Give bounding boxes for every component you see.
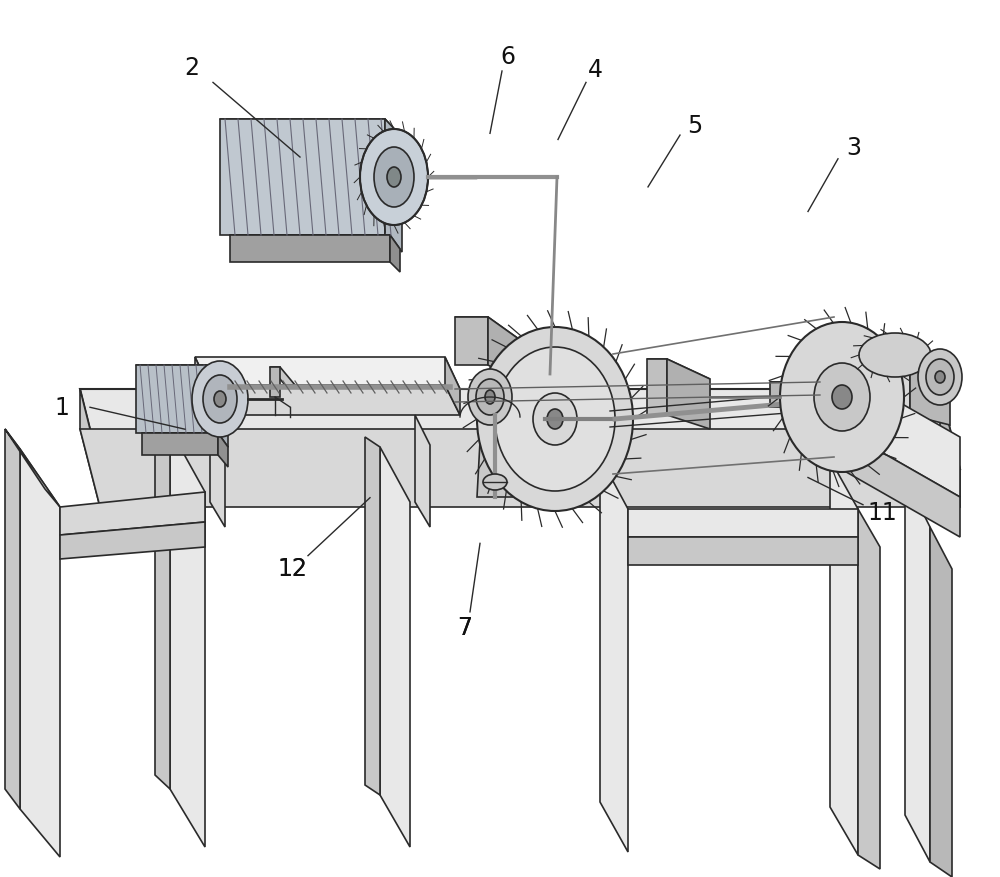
Ellipse shape [468, 369, 512, 425]
Polygon shape [488, 317, 530, 389]
Ellipse shape [533, 394, 577, 446]
Polygon shape [230, 236, 400, 250]
Polygon shape [195, 358, 210, 416]
Ellipse shape [859, 333, 931, 378]
Polygon shape [628, 510, 858, 538]
Polygon shape [830, 460, 858, 855]
Ellipse shape [926, 360, 954, 396]
Ellipse shape [495, 347, 615, 491]
Polygon shape [5, 430, 60, 508]
Polygon shape [80, 389, 100, 508]
Ellipse shape [477, 328, 633, 511]
Polygon shape [477, 424, 517, 497]
Polygon shape [80, 430, 960, 508]
Text: 7: 7 [458, 615, 473, 639]
Polygon shape [600, 458, 628, 852]
Text: 4: 4 [588, 58, 602, 82]
Ellipse shape [387, 168, 401, 188]
Polygon shape [210, 416, 225, 527]
Text: 11: 11 [867, 500, 897, 524]
Ellipse shape [483, 474, 507, 490]
Ellipse shape [214, 391, 226, 408]
Polygon shape [770, 382, 783, 408]
Polygon shape [142, 433, 228, 447]
Polygon shape [142, 433, 218, 455]
Polygon shape [195, 386, 460, 416]
Polygon shape [910, 358, 950, 425]
Polygon shape [20, 450, 60, 857]
Polygon shape [136, 366, 228, 381]
Polygon shape [905, 477, 930, 862]
Polygon shape [195, 358, 460, 389]
Polygon shape [667, 360, 710, 430]
Polygon shape [136, 366, 212, 433]
Text: 6: 6 [501, 45, 516, 69]
Polygon shape [820, 358, 910, 416]
Polygon shape [820, 358, 950, 389]
Ellipse shape [814, 364, 870, 431]
Polygon shape [365, 438, 380, 795]
Ellipse shape [192, 361, 248, 438]
Polygon shape [80, 389, 960, 469]
Polygon shape [770, 382, 820, 408]
Ellipse shape [780, 323, 904, 473]
Ellipse shape [203, 375, 237, 424]
Polygon shape [820, 358, 960, 497]
Polygon shape [212, 366, 228, 447]
Text: 5: 5 [687, 113, 703, 138]
Ellipse shape [832, 386, 852, 410]
Polygon shape [155, 416, 170, 789]
Ellipse shape [547, 410, 563, 430]
Text: 12: 12 [277, 556, 307, 581]
Polygon shape [60, 493, 205, 535]
Text: 2: 2 [185, 55, 200, 80]
Polygon shape [415, 416, 430, 527]
Text: 12: 12 [277, 556, 307, 581]
Ellipse shape [918, 350, 962, 405]
Polygon shape [170, 430, 205, 847]
Polygon shape [5, 430, 20, 809]
Text: 3: 3 [846, 135, 862, 160]
Polygon shape [218, 433, 228, 467]
Polygon shape [385, 120, 402, 253]
Polygon shape [930, 527, 952, 877]
Polygon shape [858, 510, 880, 869]
Polygon shape [230, 236, 390, 263]
Polygon shape [270, 367, 295, 386]
Ellipse shape [360, 130, 428, 225]
Polygon shape [455, 317, 530, 347]
Text: 7: 7 [458, 615, 473, 639]
Ellipse shape [374, 148, 414, 208]
Polygon shape [270, 367, 280, 397]
Polygon shape [940, 389, 960, 508]
Ellipse shape [935, 372, 945, 383]
Polygon shape [455, 317, 488, 366]
Text: 1: 1 [55, 396, 69, 420]
Polygon shape [647, 360, 710, 380]
Polygon shape [647, 360, 667, 416]
Ellipse shape [476, 380, 504, 416]
Polygon shape [220, 120, 385, 236]
Polygon shape [60, 523, 205, 560]
Ellipse shape [485, 390, 495, 404]
Polygon shape [445, 358, 460, 416]
Polygon shape [628, 538, 858, 566]
Polygon shape [390, 236, 400, 273]
Polygon shape [220, 120, 402, 138]
Polygon shape [820, 417, 960, 538]
Polygon shape [380, 447, 410, 847]
